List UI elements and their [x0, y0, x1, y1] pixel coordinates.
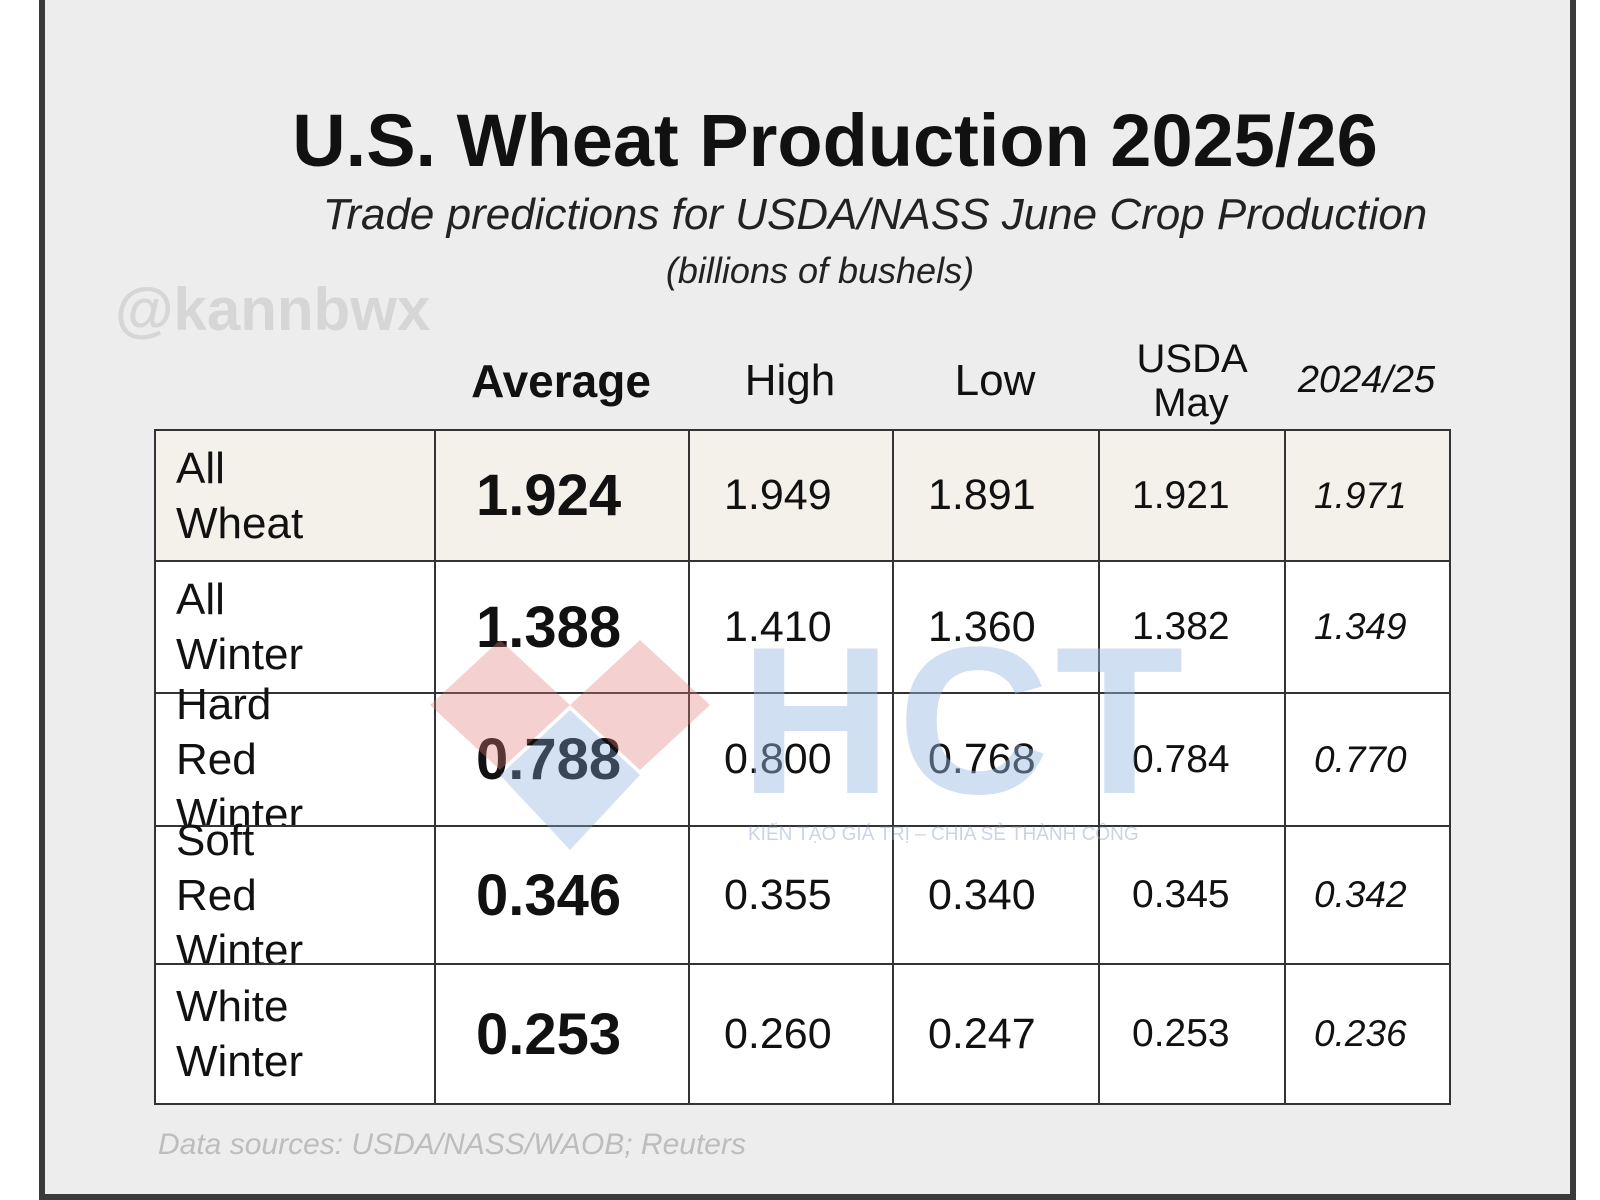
table-cell: 1.924 — [434, 429, 690, 562]
column-header: Average — [471, 354, 651, 407]
subtitle: Trade predictions for USDA/NASS June Cro… — [322, 190, 1428, 239]
table-cell: 0.342 — [1284, 825, 1451, 965]
row-label: All Wheat — [154, 429, 436, 562]
table-cell: 0.355 — [688, 825, 894, 965]
table-cell: 1.382 — [1098, 560, 1286, 694]
table-cell: 0.340 — [892, 825, 1100, 965]
row-label: Hard Red Winter — [154, 680, 436, 839]
title: U.S. Wheat Production 2025/26 — [292, 99, 1378, 182]
table-cell: 0.784 — [1098, 692, 1286, 827]
column-header: Low — [954, 355, 1036, 405]
logo-watermark: HCT — [740, 603, 1190, 838]
column-header: 2024/25 — [1297, 359, 1436, 402]
table-cell: 0.768 — [892, 692, 1100, 827]
handle-watermark: @kannbwx — [115, 276, 431, 343]
table-cell: 0.236 — [1284, 963, 1451, 1105]
column-header: High — [744, 355, 836, 405]
table-cell: 1.360 — [892, 560, 1100, 694]
table-cell: 1.921 — [1098, 429, 1286, 562]
table-cell: 1.949 — [688, 429, 894, 562]
units: (billions of bushels) — [665, 250, 975, 291]
table-cell: 1.891 — [892, 429, 1100, 562]
table-cell: 0.770 — [1284, 692, 1451, 827]
row-label: Soft Red Winter — [154, 816, 436, 975]
table-cell: 0.253 — [1098, 963, 1286, 1105]
row-label: White Winter — [154, 963, 436, 1105]
table-cell: 0.788 — [434, 692, 690, 827]
row-label: All Winter — [154, 560, 436, 694]
table-cell: 1.349 — [1284, 560, 1451, 694]
table-cell: 0.260 — [688, 963, 894, 1105]
column-header: USDA May — [1136, 337, 1248, 425]
table-cell: 1.410 — [688, 560, 894, 694]
table-cell: 1.971 — [1284, 429, 1451, 562]
table-cell: 0.247 — [892, 963, 1100, 1105]
slogan-watermark: KIẾN TẠO GIÁ TRỊ – CHIA SẺ THÀNH CÔNG — [748, 824, 1139, 845]
table-cell: 0.346 — [434, 825, 690, 965]
table-cell: 1.388 — [434, 560, 690, 694]
source-note: Data sources: USDA/NASS/WAOB; Reuters — [158, 1128, 746, 1161]
table-cell: 0.253 — [434, 963, 690, 1105]
table-cell: 0.345 — [1098, 825, 1286, 965]
